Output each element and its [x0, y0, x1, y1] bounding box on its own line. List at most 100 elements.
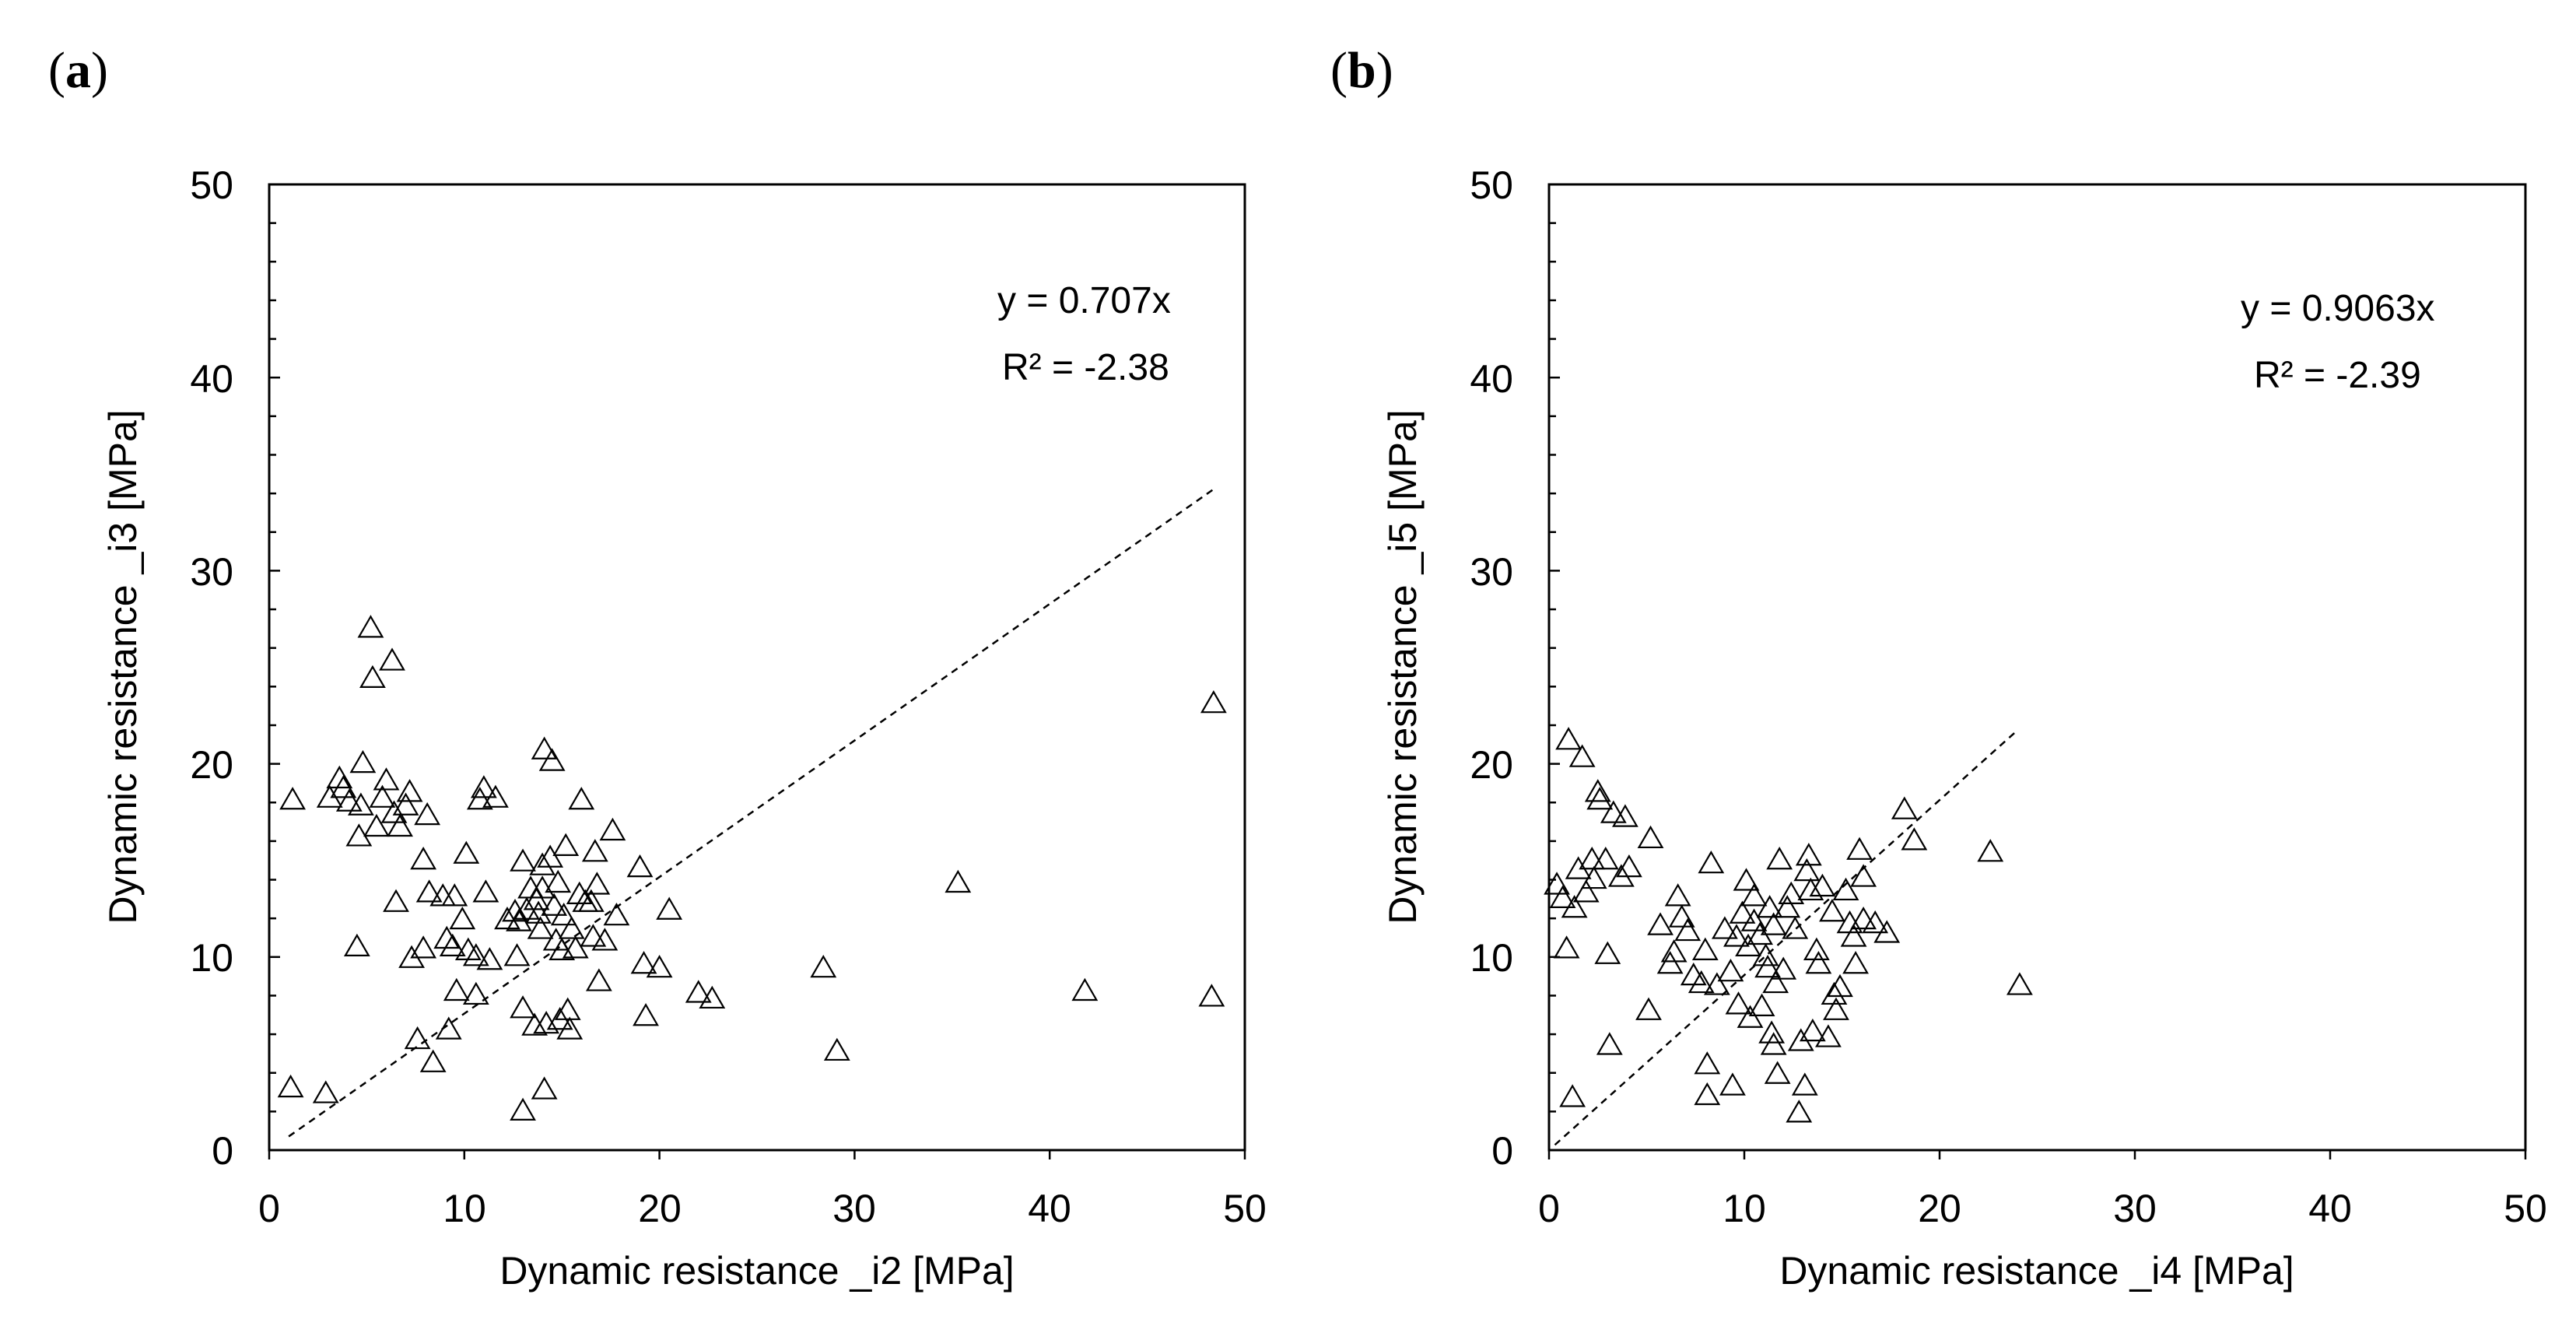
data-point — [453, 840, 480, 864]
data-point — [392, 792, 419, 816]
data-point — [626, 854, 654, 878]
data-point — [1791, 1072, 1818, 1096]
data-point — [1725, 991, 1752, 1015]
data-point — [1635, 997, 1662, 1020]
panel-a-equation: y = 0.707x — [997, 280, 1171, 321]
data-point — [503, 943, 531, 966]
data-point — [541, 893, 568, 916]
data-point — [1611, 804, 1638, 827]
data-point — [510, 995, 536, 1019]
data-point — [699, 985, 726, 1009]
data-point — [580, 924, 607, 947]
panel-b-x-tick-marks — [1547, 1150, 2527, 1159]
panel-b-y-minor-ticks — [1549, 183, 1560, 1152]
b-xtick-label: 20 — [1918, 1187, 1961, 1230]
data-point — [1803, 937, 1830, 960]
data-point — [410, 847, 437, 870]
data-point — [1568, 744, 1596, 767]
data-point — [404, 1026, 431, 1050]
data-point — [1694, 1051, 1721, 1075]
data-point — [545, 869, 572, 893]
data-point — [1764, 1061, 1791, 1084]
b-xtick-label: 40 — [2308, 1187, 2352, 1230]
panel-a-x-tick-marks — [268, 1150, 1246, 1159]
data-point — [577, 889, 605, 912]
data-point — [1561, 895, 1588, 918]
panel-b-points — [1544, 727, 2033, 1123]
data-point — [476, 947, 503, 970]
data-point — [1786, 1100, 1813, 1123]
data-point — [568, 787, 595, 810]
data-point — [1592, 847, 1619, 870]
b-ytick-label: 10 — [1470, 936, 1513, 980]
panel-a-y-minor-ticks — [269, 183, 280, 1152]
data-point — [472, 879, 499, 903]
data-point — [1711, 916, 1738, 939]
b-xtick-label: 0 — [1538, 1187, 1560, 1230]
a-ytick-label: 40 — [190, 357, 233, 401]
data-point — [1717, 958, 1744, 982]
data-point — [1656, 951, 1684, 974]
data-point — [387, 813, 413, 837]
data-point — [1584, 779, 1611, 802]
data-point — [419, 1049, 447, 1072]
data-point — [1832, 877, 1859, 901]
data-point — [494, 906, 520, 930]
a-xtick-label: 20 — [638, 1187, 682, 1230]
data-point — [685, 980, 712, 1003]
a-xtick-label: 0 — [258, 1187, 280, 1230]
data-point — [523, 887, 550, 910]
a-ytick-label: 50 — [190, 163, 233, 207]
panel-a-label: (a) — [48, 42, 108, 99]
data-point — [1891, 796, 1918, 819]
panel-b-y-tick-labels: 0 10 20 30 40 50 — [1470, 163, 1513, 1173]
data-point — [1862, 910, 1889, 934]
panel-a-plot-frame — [268, 183, 1246, 1152]
data-point — [435, 1016, 462, 1040]
data-point — [552, 833, 580, 856]
data-point — [531, 1076, 558, 1100]
data-point — [439, 933, 466, 957]
a-ytick-label: 30 — [190, 550, 233, 594]
data-point — [396, 779, 423, 802]
data-point — [1760, 1032, 1787, 1055]
data-point — [581, 839, 608, 862]
data-point — [633, 1003, 659, 1026]
data-point — [380, 800, 408, 823]
data-point — [1805, 951, 1832, 974]
data-point — [1901, 827, 1928, 851]
data-point — [1842, 951, 1869, 974]
data-point — [312, 1080, 339, 1103]
data-point — [466, 787, 493, 810]
data-point — [1586, 787, 1614, 810]
panel-b-r-squared: R² = -2.39 — [2254, 355, 2421, 396]
data-point — [363, 813, 390, 837]
data-point — [1594, 941, 1621, 964]
data-point — [1616, 854, 1642, 878]
data-point — [410, 935, 437, 959]
data-point — [531, 736, 558, 759]
data-point — [599, 817, 626, 841]
data-point — [1680, 962, 1707, 986]
data-point — [1793, 858, 1821, 882]
data-point — [823, 1037, 850, 1061]
panel-a-y-axis-label: Dynamic resistance _i3 [MPa] — [101, 409, 145, 924]
data-point — [1555, 727, 1582, 750]
panel-a-x-tick-labels: 0 10 20 30 40 50 — [258, 1187, 1267, 1230]
data-point — [369, 784, 396, 808]
data-point — [1559, 1084, 1586, 1107]
data-point — [277, 1074, 304, 1098]
data-point — [482, 784, 509, 808]
data-point — [1733, 868, 1760, 891]
panel-b-trendline — [1554, 729, 2019, 1146]
data-point — [1198, 984, 1225, 1007]
b-xtick-label: 30 — [2113, 1187, 2157, 1230]
data-point — [443, 977, 470, 1001]
data-point — [1799, 1018, 1826, 1042]
data-point — [1850, 906, 1877, 930]
data-point — [1600, 800, 1627, 823]
data-point — [2006, 972, 2033, 995]
data-point — [470, 775, 497, 798]
data-point — [383, 889, 409, 912]
